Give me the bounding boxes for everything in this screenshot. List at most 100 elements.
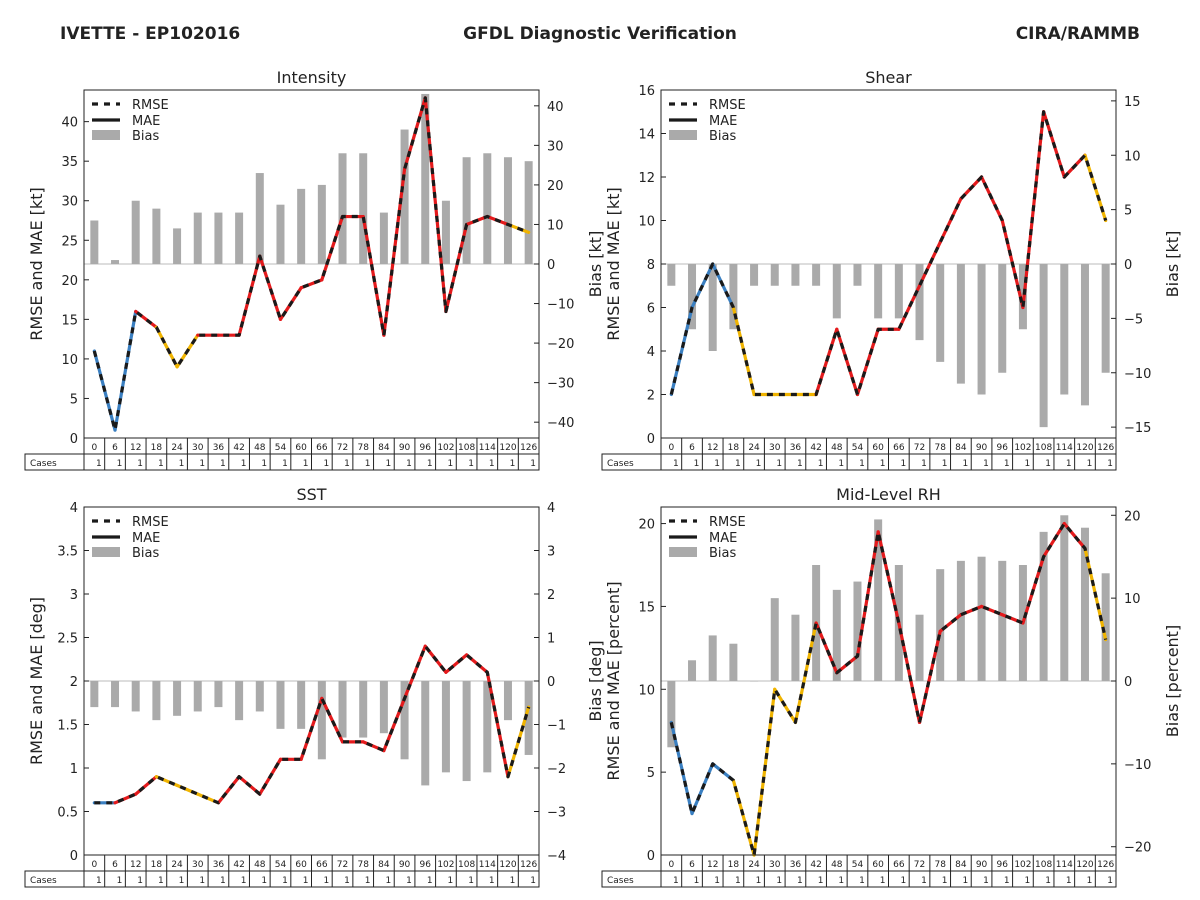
case-count: 1 [735,876,741,886]
hour-label: 72 [337,860,348,870]
bias-bar [832,264,841,319]
case-count: 1 [448,459,454,469]
hour-label: 6 [689,443,695,453]
y-tick-label: 3 [70,588,78,603]
bias-bar [317,681,326,760]
y2-tick-label: 30 [547,139,564,154]
bias-bar [524,161,533,264]
bias-bar [483,681,492,773]
case-count: 1 [96,459,102,469]
case-count: 1 [818,459,824,469]
bias-bar [832,589,841,681]
case-count: 1 [261,459,267,469]
hour-label: 78 [357,860,369,870]
case-count: 1 [880,876,886,886]
case-count: 1 [199,459,205,469]
bias-bar [688,264,697,330]
hour-label: 120 [1076,860,1093,870]
hour-label: 42 [810,860,821,870]
hour-label: 24 [171,443,183,453]
case-count: 1 [880,459,886,469]
y-tick-label: 20 [638,518,655,533]
bias-bar [1060,264,1069,395]
bias-bar [708,635,717,681]
bias-bar [152,681,161,721]
bias-bar [379,212,388,264]
mae-segment [897,621,922,725]
y-tick-label: 4 [70,501,78,516]
y2-tick-label: −20 [547,337,574,352]
y2-tick-label: 3 [547,545,555,560]
chart-title: Shear [865,68,912,87]
case-count: 1 [797,459,803,469]
y-tick-label: 8 [647,258,655,273]
hour-label: 120 [499,860,516,870]
bias-bar [214,681,223,708]
bias-bar [874,519,883,681]
hour-label: 42 [810,443,821,453]
hour-label: 12 [130,860,141,870]
y2-tick-label: 0 [1124,258,1132,273]
hour-label: 6 [689,860,695,870]
legend-bias-swatch [92,547,120,557]
cases-row-frame [24,870,540,888]
legend-bias-label: Bias [132,129,159,144]
hour-label: 54 [852,860,864,870]
mae-segment [731,778,756,857]
hour-label: 114 [1056,860,1073,870]
hour-label: 54 [275,860,287,870]
case-count: 1 [303,876,309,886]
y-tick-label: 10 [638,215,655,230]
bias-bar [503,157,512,264]
bias-bar [729,264,738,330]
bias-bar [131,681,140,712]
case-count: 1 [942,459,948,469]
case-count: 1 [1107,876,1113,886]
y-tick-label: 0 [647,432,655,447]
hour-label: 36 [213,860,225,870]
bias-bar [1101,573,1110,681]
cases-row-frame [24,453,540,471]
bias-bar [977,556,986,681]
case-count: 1 [282,876,288,886]
bias-bar [791,264,800,286]
case-count: 1 [510,876,516,886]
mae-segment [835,327,860,397]
figure-title: GFDL Diagnostic Verification [463,24,737,44]
case-count: 1 [323,876,329,886]
hour-label: 78 [934,860,946,870]
bias-bar [276,204,285,264]
y-axis-label: RMSE and MAE [percent] [604,581,623,780]
legend-mae-label: MAE [132,114,160,129]
bias-bar [421,681,430,786]
case-count: 1 [158,459,164,469]
hour-label: 84 [378,443,390,453]
bias-bar [1039,264,1048,428]
hour-label: 114 [479,443,496,453]
case-count: 1 [344,459,350,469]
y2-tick-label: 0 [547,675,555,690]
y2-tick-label: 15 [1124,95,1141,110]
chart-title: Intensity [277,68,347,87]
y2-tick-label: −3 [547,806,566,821]
bias-bar [770,264,779,286]
mae-segment [134,775,158,796]
bias-bar [338,681,347,738]
bias-bar [462,681,471,782]
y-tick-label: 1.5 [57,719,78,734]
case-count: 1 [694,876,700,886]
bias-bar [1080,264,1089,406]
hour-label: 102 [437,860,454,870]
hour-label: 84 [955,860,967,870]
case-count: 1 [220,459,226,469]
bias-bar [750,681,759,682]
y-tick-label: 40 [61,116,78,131]
chart-title: SST [296,485,326,504]
hour-label: 48 [254,860,266,870]
hour-label: 126 [520,443,537,453]
hour-label: 78 [357,443,369,453]
bias-bar [667,264,676,286]
legend-rmse-label: RMSE [709,515,746,530]
